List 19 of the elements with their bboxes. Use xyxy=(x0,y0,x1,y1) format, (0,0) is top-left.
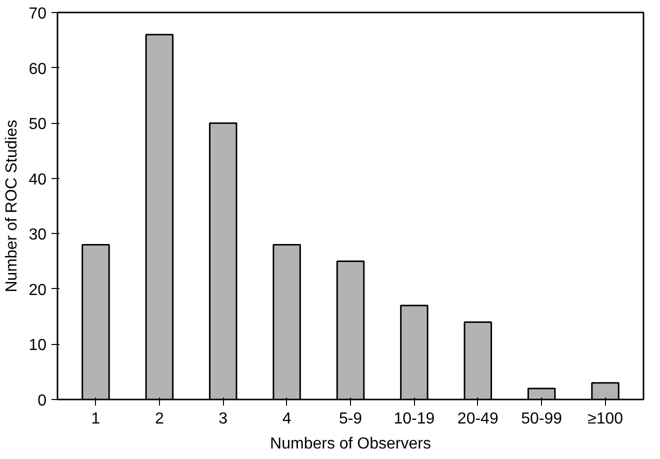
y-tick-label: 60 xyxy=(28,60,47,78)
y-tick-label: 50 xyxy=(28,116,47,134)
y-tick-label: 10 xyxy=(28,337,47,354)
y-tick-label: 20 xyxy=(28,282,47,299)
y-tick-label: 0 xyxy=(38,392,47,410)
y-tick-label: 30 xyxy=(28,226,47,244)
x-tick-label: 20-49 xyxy=(457,410,498,428)
x-axis-title: Numbers of Observers xyxy=(270,436,431,452)
y-tick-label: 40 xyxy=(28,171,47,188)
x-tick-label: 1 xyxy=(91,410,100,428)
x-tick-label: 10-19 xyxy=(394,410,435,428)
x-tick-label: 50-99 xyxy=(521,410,562,428)
x-tick-label: ≥100 xyxy=(588,410,624,428)
x-tick-label: 4 xyxy=(282,410,292,428)
y-tick-label: 70 xyxy=(28,6,47,22)
x-tick-label: 3 xyxy=(218,410,228,428)
y-axis-title: Number of ROC Studies xyxy=(4,120,21,292)
x-tick-label: 5-9 xyxy=(338,410,362,428)
x-tick-label: 2 xyxy=(154,410,164,428)
